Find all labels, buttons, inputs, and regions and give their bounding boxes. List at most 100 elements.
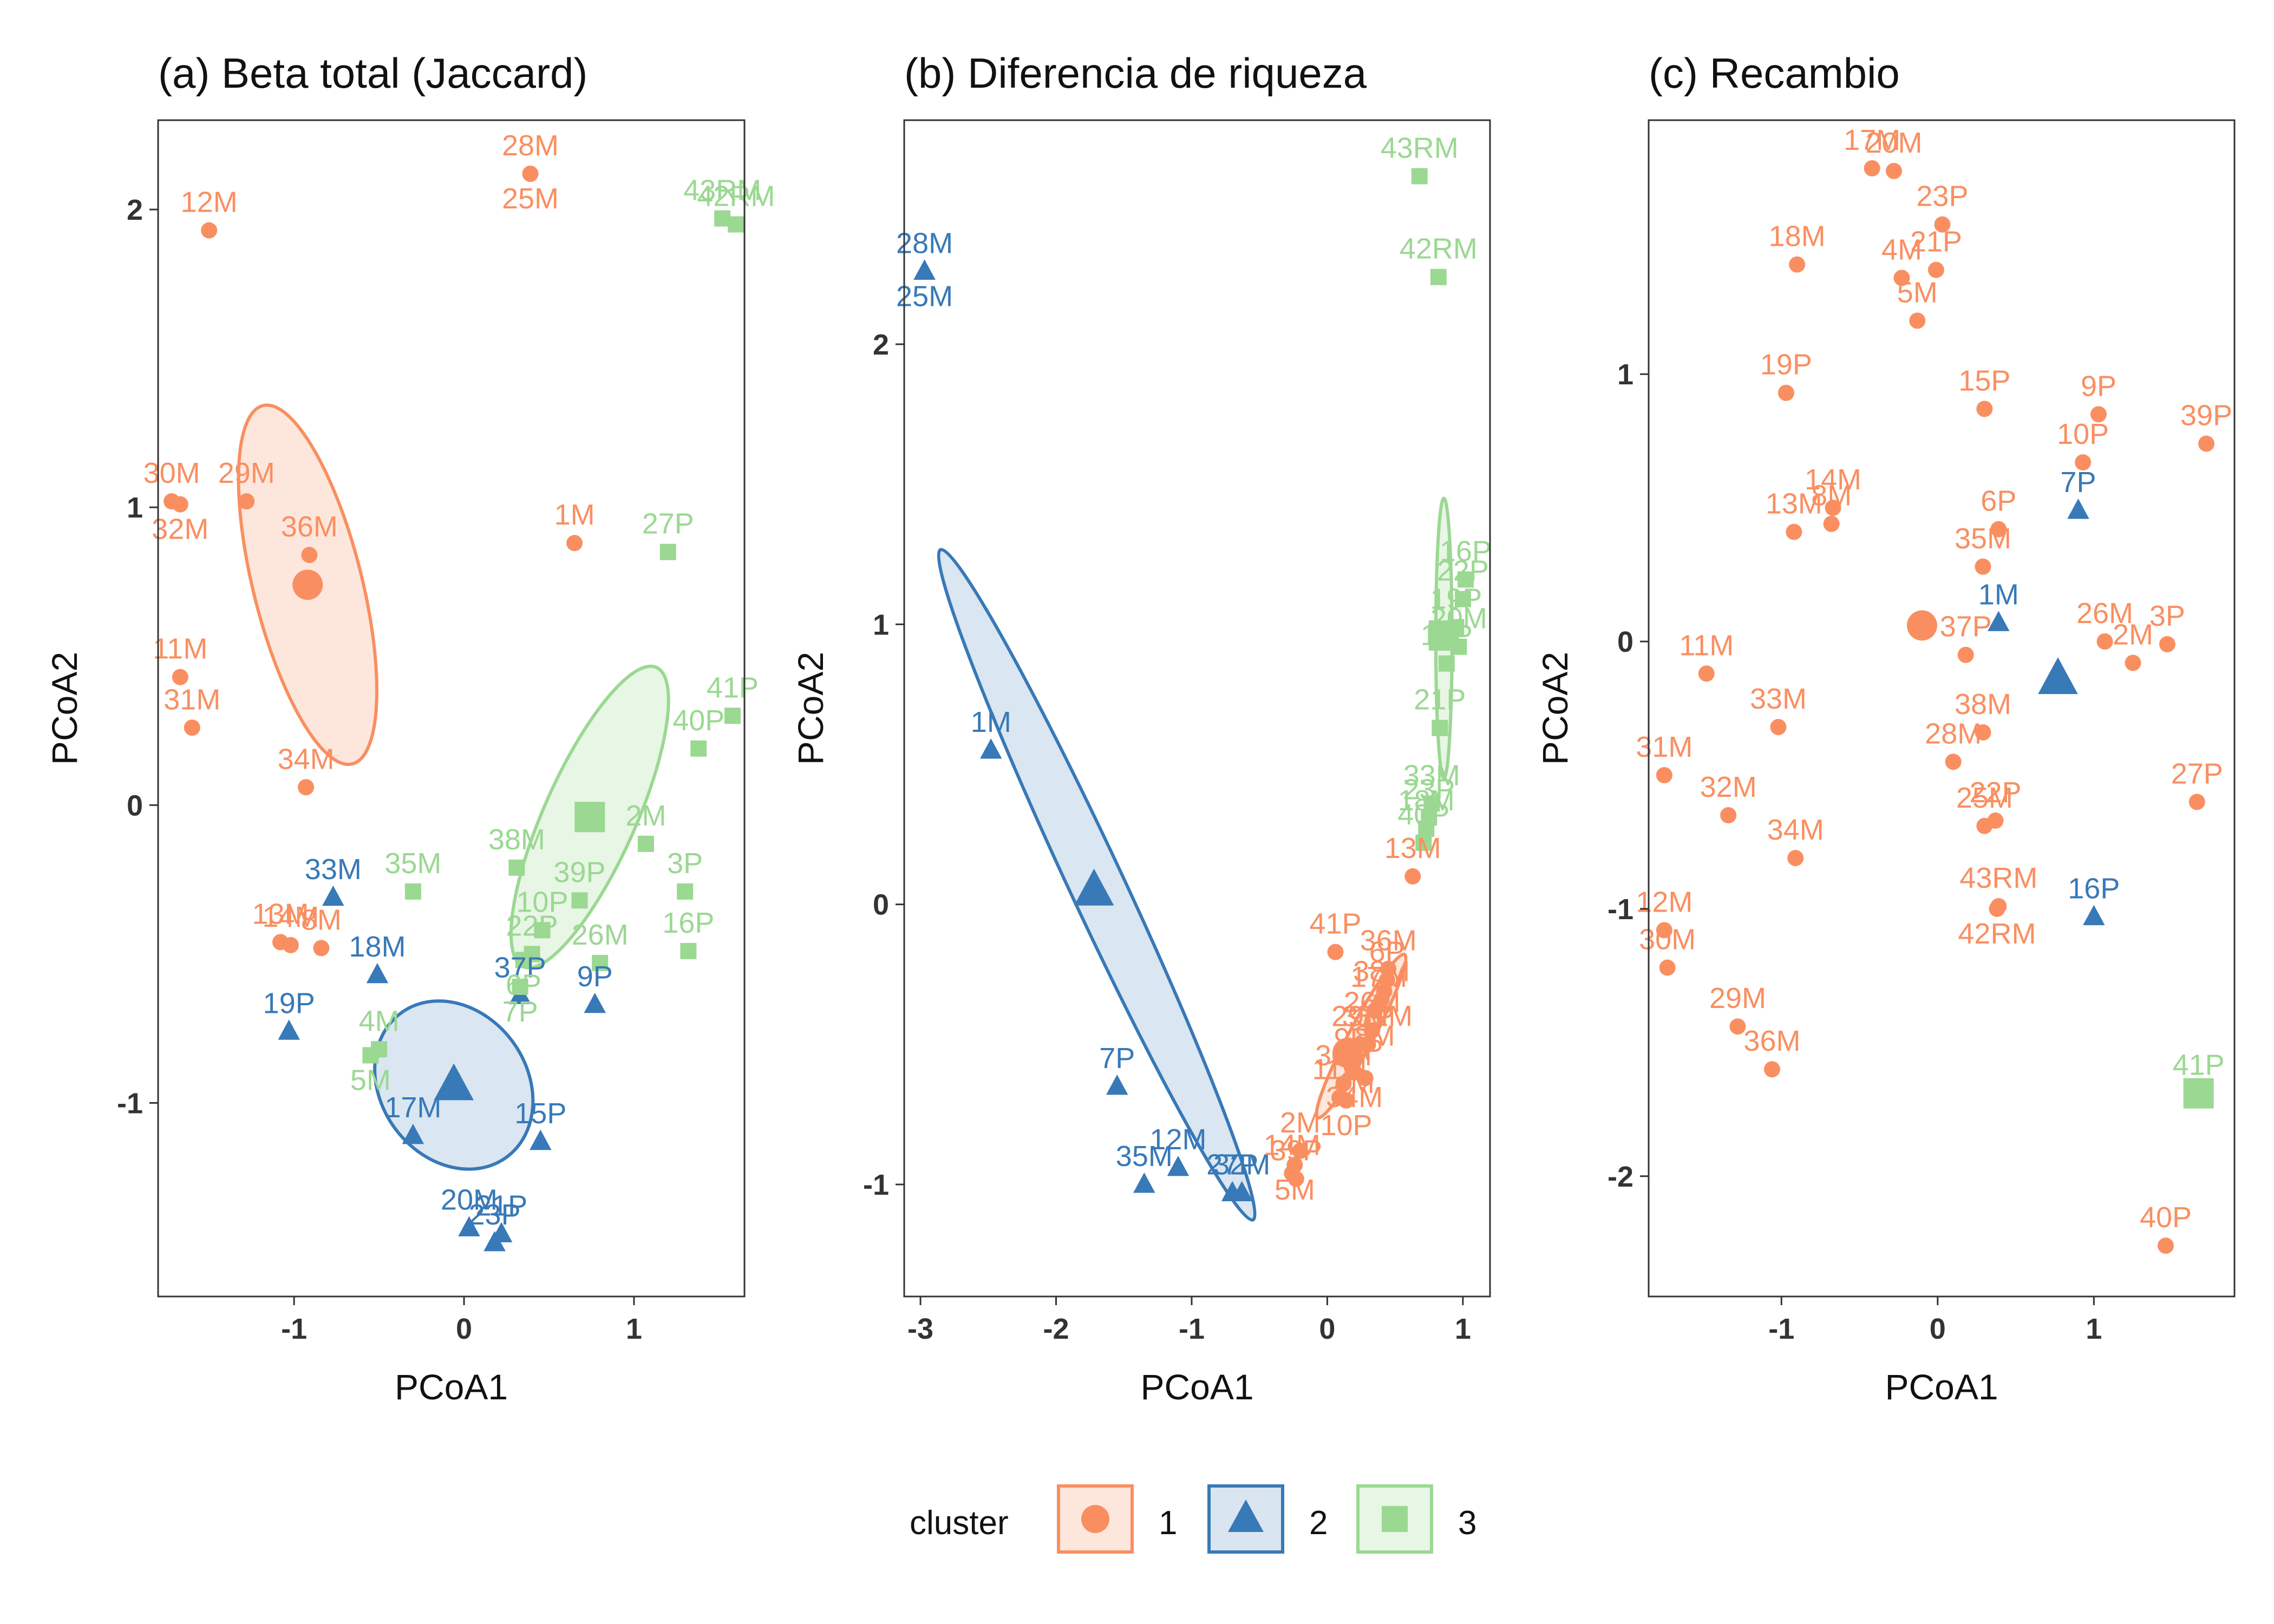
- point-8M: [313, 940, 330, 957]
- point-12M: [201, 222, 218, 239]
- point-label-21P: 21P: [1910, 226, 1962, 258]
- legend-title: cluster: [910, 1504, 1009, 1542]
- point-22P: [1454, 591, 1471, 607]
- y-tick-label: 0: [873, 889, 889, 921]
- point-9P: [2090, 406, 2107, 423]
- point-5M: [362, 1047, 379, 1064]
- point-label-37P: 37P: [1940, 611, 1992, 643]
- panel-2: (b) Diferencia de riqueza28M25M1M7P12M35…: [790, 49, 1492, 1407]
- point-label-23P: 23P: [1916, 180, 1968, 213]
- point-18M: [1418, 820, 1435, 837]
- legend-marker-3: [1382, 1506, 1408, 1532]
- point-35M: [1133, 1173, 1155, 1193]
- x-tick-label: 0: [456, 1313, 472, 1345]
- point-28M: [1945, 754, 1962, 770]
- y-tick-label: -1: [1608, 893, 1633, 926]
- point-label-1M: 1M: [971, 706, 1011, 738]
- panel-title: (c) Recambio: [1649, 49, 1900, 97]
- point-label-15P: 15P: [1958, 364, 2010, 397]
- panel-border: [903, 119, 1491, 1298]
- point-33M: [1423, 795, 1440, 812]
- y-tick-label: 1: [873, 608, 889, 641]
- point-39P: [1288, 1170, 1304, 1187]
- point-7P: [2067, 499, 2089, 519]
- point-17M: [402, 1123, 424, 1144]
- point-label-15P: 15P: [1421, 619, 1473, 652]
- point-18M: [1789, 256, 1806, 273]
- point-label-22P: 22P: [1969, 776, 2021, 809]
- point-42RM: [1989, 900, 2005, 917]
- point-17M: [1864, 160, 1880, 176]
- legend-label-1: 1: [1159, 1504, 1177, 1542]
- point-7P: [1106, 1074, 1128, 1095]
- point-12M: [1167, 1156, 1190, 1176]
- x-tick-label: 1: [626, 1313, 642, 1345]
- point-label-21P: 21P: [475, 1189, 527, 1222]
- point-label-16P: 16P: [2068, 873, 2120, 905]
- point-16P: [680, 942, 697, 959]
- point-15P: [1438, 655, 1455, 672]
- panel-title: (a) Beta total (Jaccard): [158, 49, 587, 97]
- point-25M: [913, 259, 936, 280]
- centroid-cluster-1: [1332, 1037, 1363, 1068]
- point-12M: [1656, 922, 1672, 939]
- point-label-28M: 28M: [896, 227, 953, 259]
- point-33M: [1770, 719, 1787, 736]
- point-38M: [1975, 724, 1991, 741]
- point-label-16P: 16P: [662, 907, 714, 939]
- point-10P: [2075, 454, 2092, 471]
- point-label-28M: 28M: [1925, 717, 1982, 750]
- point-19P: [278, 1019, 300, 1040]
- legend-marker-1: [1081, 1505, 1109, 1533]
- point-label-6P: 6P: [506, 968, 541, 1001]
- point-20M: [458, 1216, 480, 1236]
- point-32M: [1720, 807, 1737, 824]
- y-tick-label: -1: [117, 1087, 143, 1119]
- point-43RM: [1411, 168, 1428, 185]
- point-label-9P: 9P: [1334, 1023, 1369, 1055]
- point-label-11M: 11M: [1679, 629, 1734, 662]
- point-label-33M: 33M: [305, 853, 362, 886]
- point-label-31M: 31M: [1356, 1000, 1413, 1032]
- point-label-40P: 40P: [2140, 1201, 2192, 1234]
- point-label-35M: 35M: [1116, 1140, 1173, 1173]
- legend-marker-2: [1228, 1499, 1264, 1532]
- point-label-26M: 26M: [1344, 986, 1401, 1018]
- point-3P: [2159, 636, 2175, 652]
- centroid-cluster-2: [434, 1063, 474, 1101]
- point-19P: [1778, 384, 1794, 401]
- x-axis-title: PCoA1: [1140, 1367, 1253, 1407]
- point-14M: [1825, 500, 1841, 516]
- point-label-29M: 29M: [1709, 982, 1766, 1014]
- x-axis-title: PCoA1: [395, 1367, 508, 1407]
- point-label-37P: 37P: [1342, 1000, 1394, 1032]
- point-4M: [1893, 270, 1910, 286]
- point-label-4M: 4M: [359, 1005, 400, 1037]
- point-14M: [282, 937, 299, 953]
- point-10P: [1338, 1092, 1355, 1109]
- point-label-35M: 35M: [384, 847, 441, 880]
- point-39P: [571, 892, 588, 909]
- point-16P: [1457, 571, 1474, 588]
- panel-title: (b) Diferencia de riqueza: [904, 49, 1367, 97]
- point-label-33M: 33M: [1403, 759, 1460, 791]
- point-label-18M: 18M: [349, 931, 406, 963]
- point-21P: [1432, 719, 1448, 736]
- point-label-26M: 26M: [572, 919, 629, 951]
- point-label-15P: 15P: [514, 1097, 566, 1130]
- point-label-30M: 30M: [1639, 924, 1696, 956]
- point-label-12M: 12M: [1149, 1123, 1206, 1156]
- point-label-1M: 1M: [1978, 578, 2019, 611]
- point-label-26M: 26M: [2076, 597, 2133, 630]
- point-label-25M: 25M: [896, 280, 953, 312]
- point-35M: [1975, 558, 1991, 575]
- point-label-3P: 3P: [667, 847, 703, 880]
- point-label-11M: 11M: [1312, 1053, 1367, 1086]
- point-label-8M: 8M: [1811, 480, 1852, 512]
- point-label-29M: 29M: [1331, 1000, 1388, 1032]
- point-label-27P: 27P: [642, 508, 694, 540]
- point-label-20M: 20M: [441, 1183, 498, 1216]
- point-label-38M: 38M: [1353, 955, 1410, 988]
- point-label-34M: 34M: [278, 743, 335, 775]
